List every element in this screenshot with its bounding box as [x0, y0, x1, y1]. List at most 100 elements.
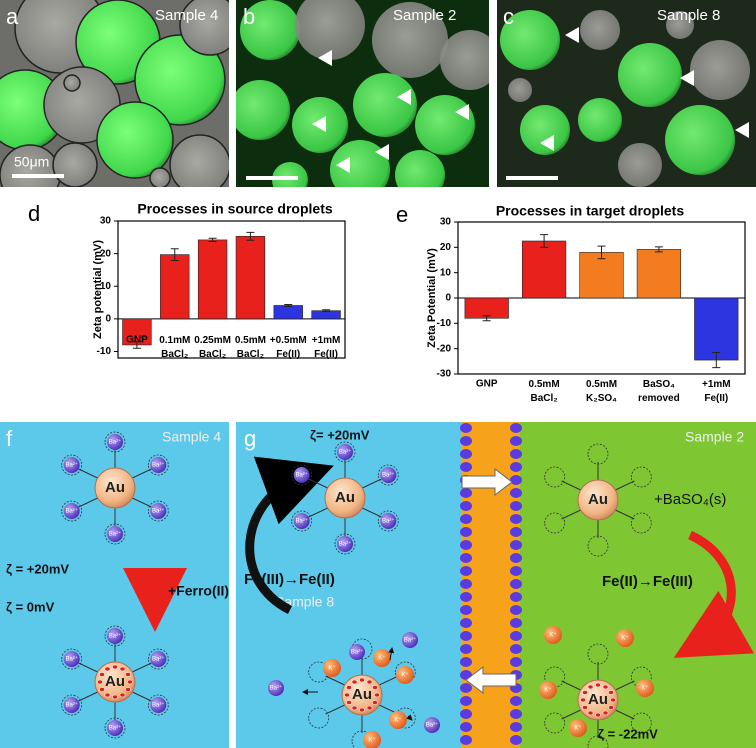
- y-tick-label: -10: [437, 318, 452, 329]
- potassium-ion: [363, 731, 381, 748]
- droplet: [618, 43, 682, 107]
- particles: Ba²⁺ Ba²⁺ Ba²⁺ Ba²⁺ Ba²⁺ Ba²⁺ Au Ba²⁺ Ba²⁺ Ba²⁺ Ba…: [61, 431, 654, 748]
- droplet: [440, 30, 489, 90]
- droplets-a: [0, 0, 229, 187]
- error-bar: [246, 231, 255, 241]
- surface-charge: [127, 679, 133, 685]
- panel-label: f: [6, 426, 13, 451]
- ligand: [334, 533, 356, 555]
- lipid-head: [510, 514, 522, 524]
- y-tick-label: 10: [440, 267, 452, 278]
- ligand: [291, 464, 313, 486]
- error-bar: [322, 309, 331, 313]
- ion-label: K⁺: [549, 632, 556, 639]
- arrowhead: [455, 104, 469, 120]
- scale-bar: [506, 176, 558, 180]
- chart-title: Processes in source droplets: [137, 201, 333, 217]
- x-tick-label: BaSO₄ removed: [638, 379, 680, 404]
- y-tick-label: -10: [97, 346, 112, 357]
- surface-charge: [366, 679, 373, 685]
- lipid-head: [460, 592, 472, 602]
- droplet: [179, 0, 229, 56]
- y-tick-label: 0: [445, 293, 451, 304]
- droplet: [372, 2, 448, 78]
- reaction-label: Fe(II)→Fe(III): [602, 573, 693, 590]
- ligand: [61, 694, 83, 716]
- potassium-ion: [373, 649, 391, 667]
- ligand: [147, 694, 169, 716]
- ion-label: Ba²⁺: [152, 462, 165, 469]
- barium-ion: [63, 503, 80, 519]
- surface-charge: [608, 705, 614, 710]
- bar: [197, 239, 228, 320]
- barium-ion: [337, 444, 353, 460]
- barium-ion: [380, 467, 397, 483]
- droplets-b: [236, 0, 489, 187]
- bar: [122, 318, 152, 346]
- lipid-head: [510, 579, 522, 589]
- bar: [235, 236, 266, 320]
- arrowhead: [735, 122, 749, 138]
- surface-charge: [346, 685, 352, 690]
- ligand-chain: [78, 468, 98, 479]
- ion-label: Ba²⁺: [351, 649, 364, 656]
- y-tick-label: 20: [100, 248, 112, 259]
- ligand-chain: [362, 478, 382, 489]
- potassium-ion: [539, 681, 557, 699]
- particle-label: Au: [588, 491, 608, 508]
- surface-charge: [344, 692, 350, 698]
- error-bar: [132, 341, 141, 349]
- ligand-chain: [615, 509, 635, 520]
- surface-charge: [587, 710, 594, 716]
- droplet: [500, 10, 560, 70]
- ion-label: K⁺: [368, 737, 375, 744]
- surface-charge: [125, 672, 131, 677]
- droplet: [330, 140, 390, 187]
- ion-label: Ba²⁺: [295, 472, 308, 479]
- scale-bar: [246, 176, 298, 180]
- ion-label: Ba²⁺: [295, 518, 308, 525]
- barium-ion: [402, 632, 418, 648]
- lipid-head: [460, 527, 472, 537]
- ligand: [630, 512, 652, 534]
- surface-charge: [374, 692, 380, 698]
- x-tick-label: GNP: [126, 335, 148, 346]
- cycle-arrow: [245, 456, 334, 615]
- potassium-ion: [389, 711, 407, 729]
- lipid-head: [460, 488, 472, 498]
- droplet: [666, 11, 694, 39]
- lipid-head: [510, 449, 522, 459]
- ion-label: Ba²⁺: [65, 702, 78, 709]
- precipitate-label: +BaSO₄(s): [654, 491, 726, 508]
- surface-charge: [582, 705, 588, 710]
- y-tick-label: -30: [437, 369, 452, 380]
- ion-label: Ba²⁺: [404, 637, 417, 644]
- arrowhead: [336, 157, 350, 173]
- potassium-ion: [544, 626, 562, 644]
- gold-particle: [94, 661, 136, 703]
- droplet: [295, 0, 365, 60]
- lipid-head: [510, 735, 522, 745]
- surface-charge: [595, 682, 601, 688]
- barium-ion: [349, 644, 365, 660]
- barium-ion: [293, 467, 310, 483]
- particle-label: Au: [105, 479, 125, 496]
- ligand: [104, 431, 126, 453]
- surface-charge: [104, 666, 111, 672]
- lipid-head: [510, 501, 522, 511]
- ligand-chain: [325, 675, 345, 686]
- lipid-head: [460, 657, 472, 667]
- gold-particle: [341, 674, 383, 716]
- potassium-ion: [323, 659, 341, 677]
- ligand-chain: [132, 468, 152, 479]
- ligand: [147, 648, 169, 670]
- ion-label: K⁺: [544, 687, 551, 694]
- lipid-head: [460, 514, 472, 524]
- lipid-head: [460, 696, 472, 706]
- ion-label: K⁺: [378, 655, 385, 662]
- barium-ion: [337, 536, 353, 552]
- droplet: [665, 105, 735, 175]
- lipid-head: [460, 462, 472, 472]
- ligand-chain: [379, 675, 399, 686]
- arrowhead: [397, 89, 411, 105]
